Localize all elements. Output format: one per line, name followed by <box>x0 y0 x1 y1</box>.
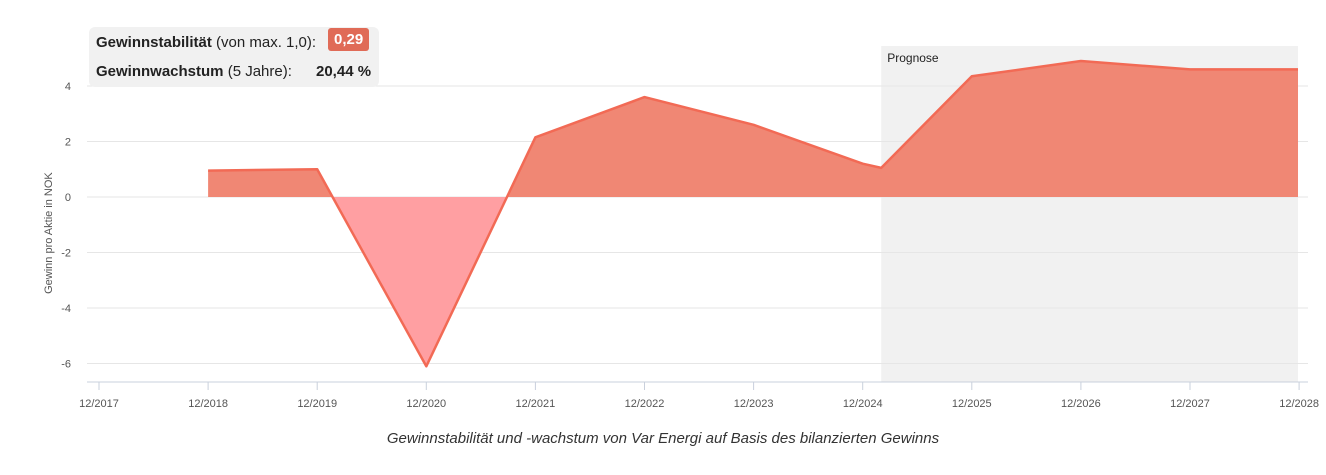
stability-row: Gewinnstabilität (von max. 1,0): <box>96 34 316 51</box>
stability-badge: 0,29 <box>328 28 370 51</box>
positive-area <box>506 61 1299 198</box>
growth-value: 20,44 % <box>316 63 372 80</box>
stats-infobox: Gewinnstabilität (von max. 1,0): 0,29 Ge… <box>89 27 379 87</box>
x-tick-label: 12/2022 <box>625 398 665 410</box>
y-axis-title: Gewinn pro Aktie in NOK <box>43 172 55 294</box>
x-tick-label: 12/2017 <box>79 398 119 410</box>
y-tick-label: 4 <box>65 81 71 93</box>
x-tick-label: 12/2021 <box>516 398 556 410</box>
y-tick-labels: 4 2 0 -2 -4 -6 <box>61 81 71 371</box>
forecast-label: Prognose <box>887 51 939 65</box>
growth-suffix: (5 Jahre): <box>227 63 292 80</box>
x-tick-label: 12/2019 <box>297 398 337 410</box>
x-axis <box>87 381 1308 390</box>
y-tick-label: -4 <box>61 303 71 315</box>
x-tick-label: 12/2028 <box>1279 398 1319 410</box>
y-tick-label: -6 <box>61 359 71 371</box>
y-tick-label: -2 <box>61 248 71 260</box>
y-tick-label: 0 <box>65 192 71 204</box>
negative-area <box>332 197 507 367</box>
area-fills <box>208 61 1299 367</box>
x-tick-label: 12/2026 <box>1061 398 1101 410</box>
chart-caption: Gewinnstabilität und -wachstum von Var E… <box>386 430 940 447</box>
stability-label: Gewinnstabilität <box>96 34 212 51</box>
positive-area <box>208 169 333 197</box>
growth-row: Gewinnwachstum (5 Jahre): <box>96 63 292 80</box>
stability-value: 0,29 <box>328 28 370 51</box>
x-tick-label: 12/2024 <box>843 398 883 410</box>
y-tick-label: 2 <box>65 137 71 149</box>
stability-suffix: (von max. 1,0): <box>216 34 317 51</box>
x-tick-labels: 12/2017 12/2018 12/2019 12/2020 12/2021 12/20… <box>79 398 1319 410</box>
x-tick-label: 12/2023 <box>734 398 774 410</box>
series-line <box>208 59 1299 368</box>
growth-label: Gewinnwachstum <box>96 63 224 80</box>
x-tick-label: 12/2018 <box>188 398 228 410</box>
x-tick-label: 12/2027 <box>1170 398 1210 410</box>
x-tick-label: 12/2020 <box>406 398 446 410</box>
x-tick-label: 12/2025 <box>952 398 992 410</box>
